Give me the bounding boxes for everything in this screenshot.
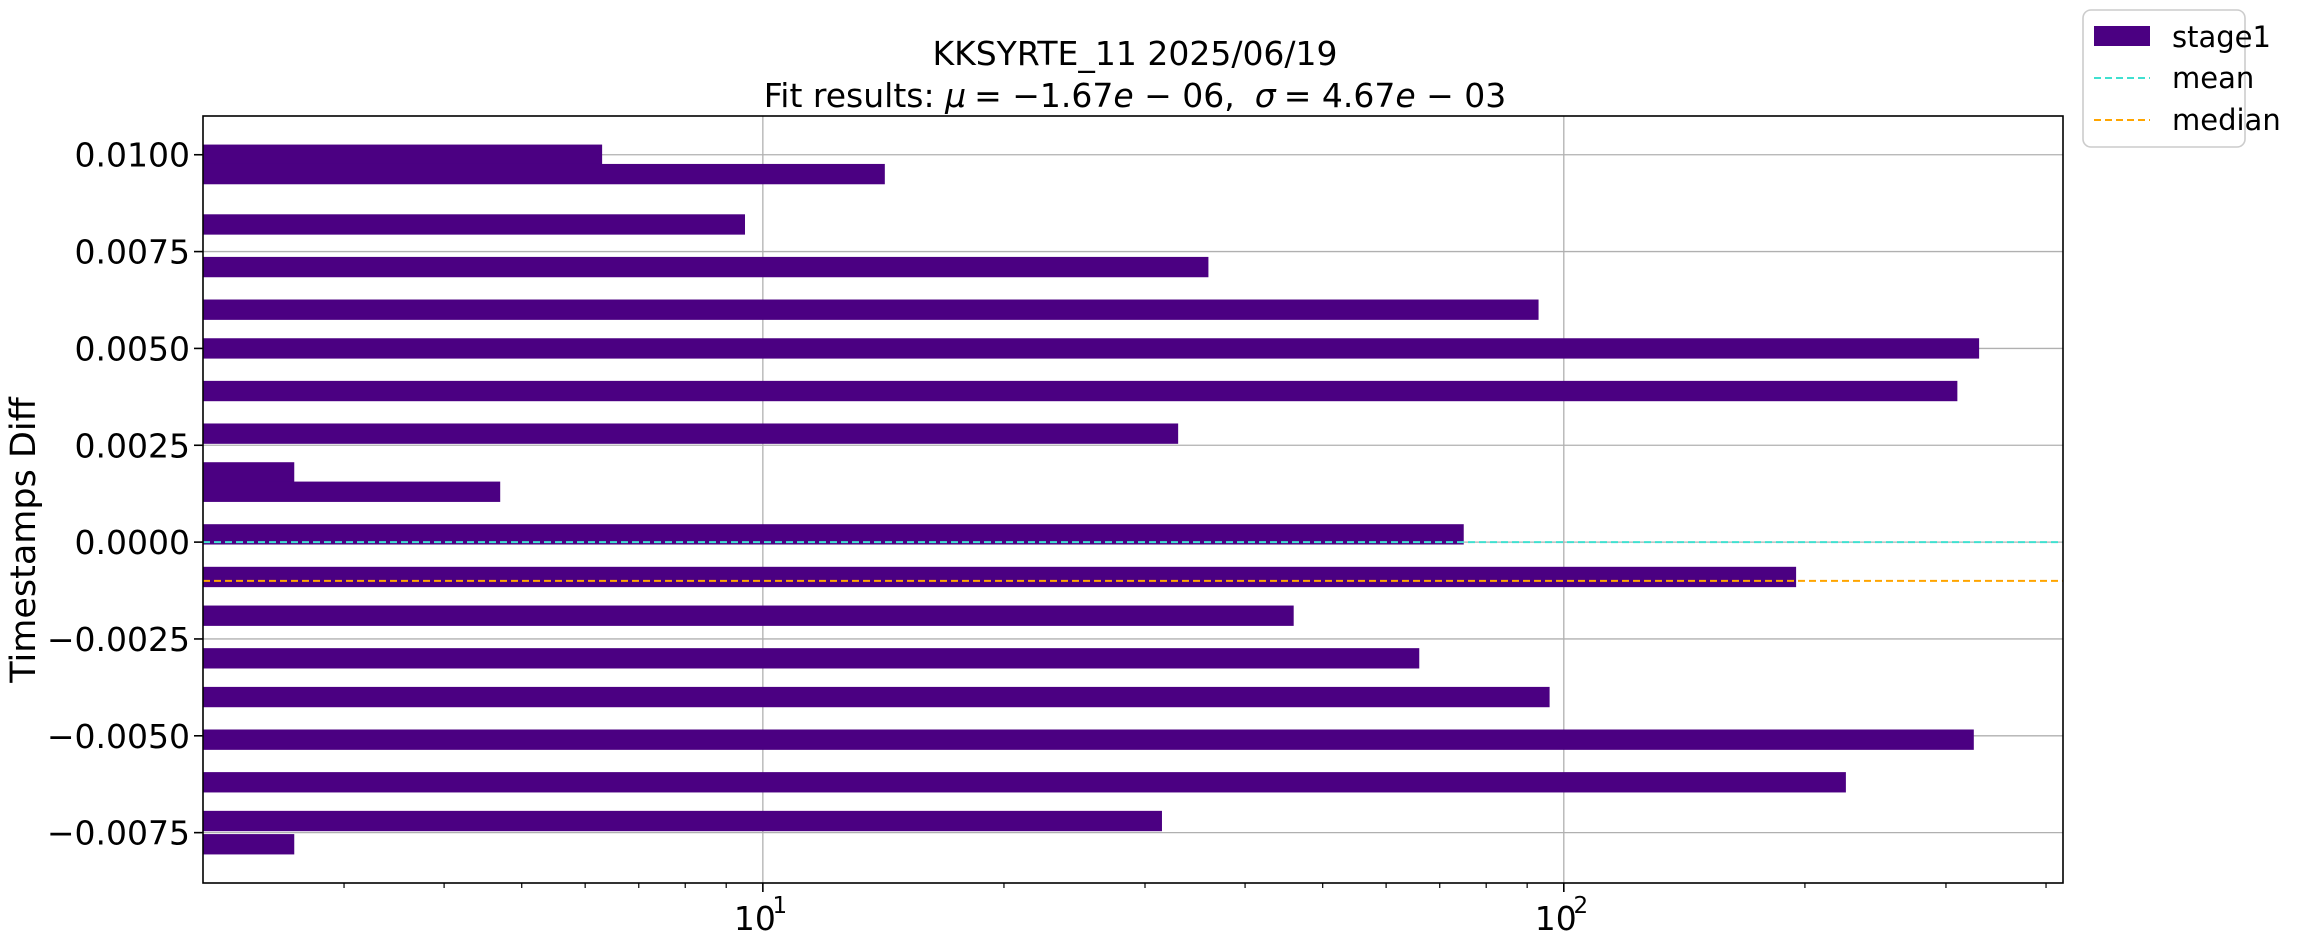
histogram-bar xyxy=(203,524,1464,545)
histogram-bar xyxy=(203,462,295,483)
y-tick-label: −0.0050 xyxy=(47,717,190,756)
x-tick-label: 10 xyxy=(734,899,776,938)
legend-stage1-swatch xyxy=(2094,26,2150,46)
y-tick-label: 0.0025 xyxy=(75,426,190,465)
sigma-e: e xyxy=(1395,76,1415,115)
legend: stage1 mean median xyxy=(2082,9,2281,148)
histogram-bar xyxy=(203,729,1974,750)
histogram-bars xyxy=(203,144,1980,855)
axis-ticks: 0.0100 0.0075 0.0050 0.0025 0.0000 −0.0025 −0.… xyxy=(47,136,2047,938)
histogram-bar xyxy=(203,810,1162,832)
y-tick-label: 0.0000 xyxy=(75,523,190,562)
histogram-bar xyxy=(203,380,1958,402)
histogram-bar xyxy=(203,566,1797,588)
histogram-bar xyxy=(203,338,1980,359)
histogram-bar xyxy=(203,481,501,502)
legend-mean-label: mean xyxy=(2172,61,2254,95)
sigma-value: = 4.67 xyxy=(1284,76,1396,115)
y-tick-label: −0.0025 xyxy=(47,620,190,659)
mu-symbol: μ xyxy=(944,76,966,115)
x-tick-label: 10 xyxy=(1535,899,1577,938)
sigma-symbol: σ xyxy=(1255,76,1277,115)
histogram-bar xyxy=(203,423,1179,444)
histogram-bar xyxy=(203,772,1846,793)
mu-e: e xyxy=(1113,76,1133,115)
histogram-bar xyxy=(203,299,1539,320)
reference-lines xyxy=(203,541,2063,582)
chart-title: KKSYRTE_11 2025/06/19 xyxy=(932,34,1337,73)
histogram-bar xyxy=(203,648,1420,669)
legend-stage1-label: stage1 xyxy=(2172,20,2271,54)
y-axis-label: Timestamps Diff xyxy=(4,396,44,683)
plot-area-frame xyxy=(202,115,2064,884)
histogram-bar xyxy=(203,686,1550,708)
histogram-bar xyxy=(203,144,603,165)
y-tick-label: 0.0075 xyxy=(75,233,190,272)
x-tick-exponent: 2 xyxy=(1573,893,1588,919)
mu-exp: − 06, xyxy=(1134,76,1235,115)
x-tick-exponent: 1 xyxy=(773,893,788,919)
y-tick-label: 0.0100 xyxy=(75,136,190,175)
mu-value: = −1.67 xyxy=(974,76,1113,115)
subtitle-prefix: Fit results: xyxy=(764,76,945,115)
y-tick-label: 0.0050 xyxy=(75,329,190,368)
histogram-bar xyxy=(203,214,746,235)
y-tick-label: −0.0075 xyxy=(47,814,190,853)
histogram-bar xyxy=(203,605,1294,626)
histogram-bar xyxy=(203,256,1209,278)
sigma-exp: − 03 xyxy=(1416,76,1507,115)
histogram-bar xyxy=(203,163,885,185)
chart-subtitle: Fit results: μ = −1.67e − 06, σ = 4.67e − 0… xyxy=(764,76,1507,115)
legend-median-label: median xyxy=(2172,103,2281,137)
histogram-bar xyxy=(203,834,295,855)
